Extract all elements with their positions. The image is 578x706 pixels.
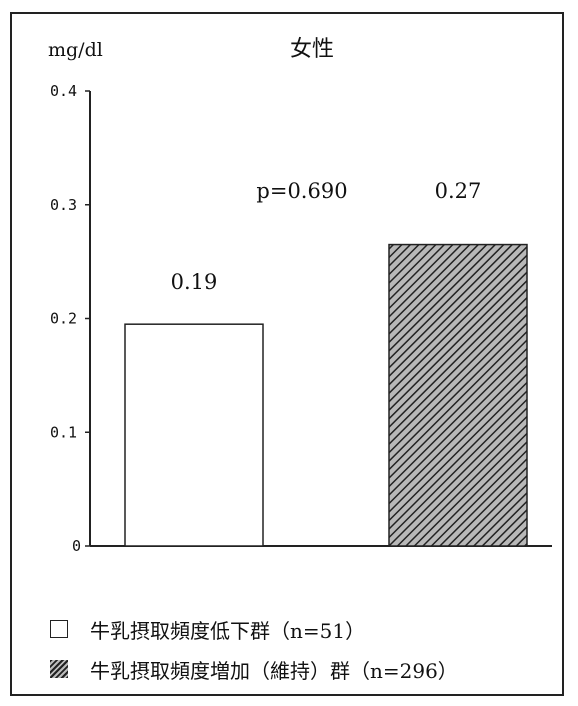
legend-label-low: 牛乳摂取頻度低下群（n=51） [90,618,366,643]
y-tick-label: 0.1 [50,423,77,441]
data-label-2: 0.27 [435,179,482,203]
y-tick-label: 0.4 [50,82,77,100]
legend-item-high: 牛乳摂取頻度増加（維持）群（n=296） [50,652,570,686]
legend-swatch-hatched [50,660,68,678]
y-tick-label: 0.3 [50,196,77,214]
legend-label-high: 牛乳摂取頻度増加（維持）群（n=296） [90,658,458,683]
chart-title: 女性 [290,37,334,62]
y-axis-label: mg/dl [48,39,103,61]
bar-2 [388,243,528,547]
bar-chart: mg/dl 女性 0 0.1 0.2 0.3 0.4 0.19 0.27 p=0.690 [48,37,552,555]
legend-swatch-white [50,620,68,638]
legend-item-low: 牛乳摂取頻度低下群（n=51） [50,612,570,646]
y-tick-label: 0 [72,537,81,555]
y-tick-label: 0.2 [50,310,77,328]
y-ticks: 0 0.1 0.2 0.3 0.4 [50,82,90,555]
p-value-annotation: p=0.690 [256,179,347,203]
bar-1 [124,323,264,547]
bars [124,243,528,547]
data-label-1: 0.19 [171,270,218,294]
chart-figure: mg/dl 女性 0 0.1 0.2 0.3 0.4 0.19 0.27 p=0.690 … [10,12,564,696]
data-labels: 0.19 0.27 [171,179,482,294]
